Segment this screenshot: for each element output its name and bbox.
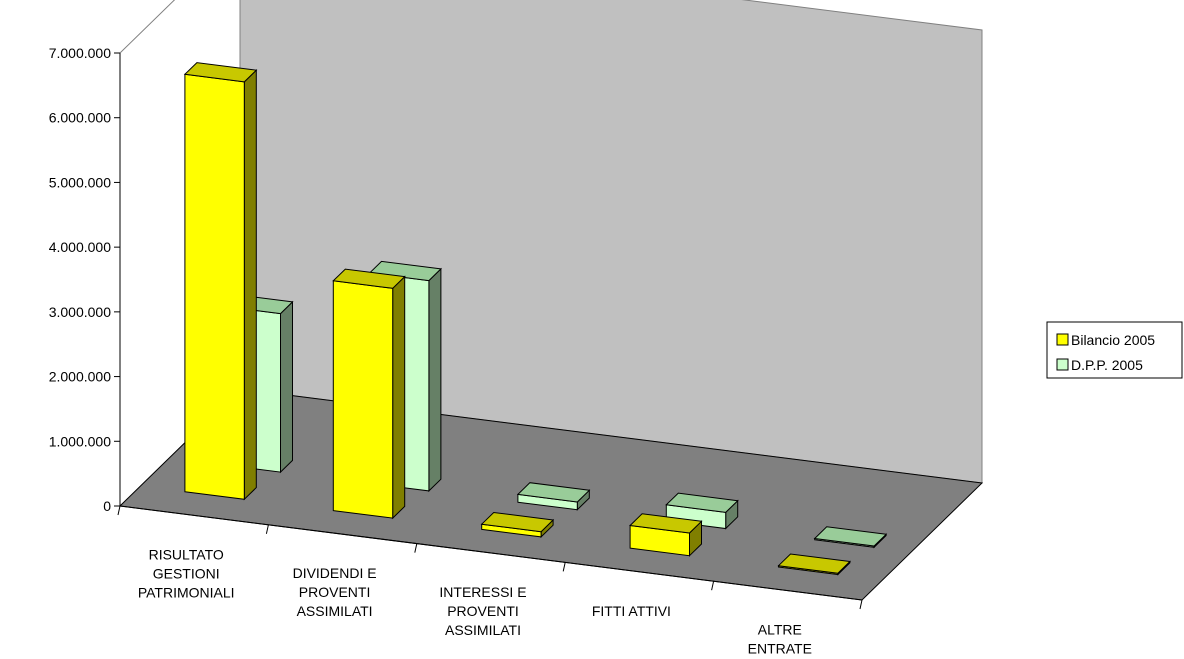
bar-top bbox=[516, 482, 591, 503]
x-tick bbox=[265, 524, 269, 534]
bar-bilancio-2005 bbox=[777, 553, 851, 576]
x-tick bbox=[711, 581, 715, 591]
legend-swatch bbox=[1056, 333, 1069, 346]
legend-box bbox=[1046, 321, 1183, 379]
x-axis-labels: RISULTATO GESTIONI PATRIMONIALI DIVIDENDI E… bbox=[138, 546, 812, 656]
y-tick-label: 3.000.000 bbox=[49, 304, 111, 320]
bar-side bbox=[392, 275, 406, 520]
y-tick-label: 2.000.000 bbox=[49, 369, 111, 385]
bar-top bbox=[665, 492, 739, 513]
x-category-label: DIVIDENDI E PROVENTI ASSIMILATI bbox=[293, 565, 377, 619]
bar-top bbox=[332, 268, 406, 289]
y-tick-label: 7.000.000 bbox=[49, 45, 111, 61]
legend-label: D.P.P. 2005 bbox=[1071, 357, 1143, 373]
legend: Bilancio 2005 D.P.P. 2005 bbox=[1046, 321, 1183, 379]
bar-top bbox=[368, 260, 442, 282]
legend-swatch bbox=[1056, 358, 1069, 371]
bar-bilancio-2005 bbox=[332, 268, 406, 520]
bar-dpp-2005 bbox=[516, 482, 591, 511]
x-category-label: ALTRE ENTRATE bbox=[748, 622, 812, 657]
y-tick-label: 0 bbox=[103, 498, 111, 514]
bar-dpp-2005 bbox=[813, 526, 888, 549]
x-category-label: INTERESSI E PROVENTI ASSIMILATI bbox=[439, 584, 526, 638]
y-tick-label: 1.000.000 bbox=[49, 433, 111, 449]
bar-bilancio-2005 bbox=[183, 62, 258, 501]
bar-top bbox=[813, 526, 888, 547]
x-tick bbox=[117, 505, 121, 516]
y-tick-label: 4.000.000 bbox=[49, 239, 111, 255]
bar-bilancio-2005 bbox=[629, 513, 703, 557]
bar-top bbox=[777, 553, 851, 574]
x-category-label: RISULTATO GESTIONI PATRIMONIALI bbox=[138, 546, 235, 600]
bar-side bbox=[243, 69, 257, 501]
x-axis-line bbox=[119, 505, 863, 601]
bar-side bbox=[428, 267, 442, 493]
y-tick-label: 6.000.000 bbox=[49, 110, 111, 126]
x-category-label: FITTI ATTIVI bbox=[592, 603, 671, 619]
x-tick bbox=[562, 562, 566, 572]
bar-top bbox=[183, 62, 258, 83]
x-tick bbox=[859, 599, 863, 610]
x-tick bbox=[414, 543, 418, 553]
bar-top bbox=[480, 511, 555, 533]
bar-front bbox=[184, 73, 245, 500]
bar-front bbox=[332, 280, 394, 519]
bars bbox=[183, 62, 888, 576]
bar-bilancio-2005 bbox=[480, 511, 555, 539]
y-tick-label: 5.000.000 bbox=[49, 174, 111, 190]
bar-side bbox=[280, 300, 293, 474]
legend-label: Bilancio 2005 bbox=[1071, 332, 1155, 348]
y-axis: 0 1.000.000 2.000.000 3.000.000 4.000.000 5.0… bbox=[49, 45, 863, 610]
bar-top bbox=[629, 513, 703, 534]
